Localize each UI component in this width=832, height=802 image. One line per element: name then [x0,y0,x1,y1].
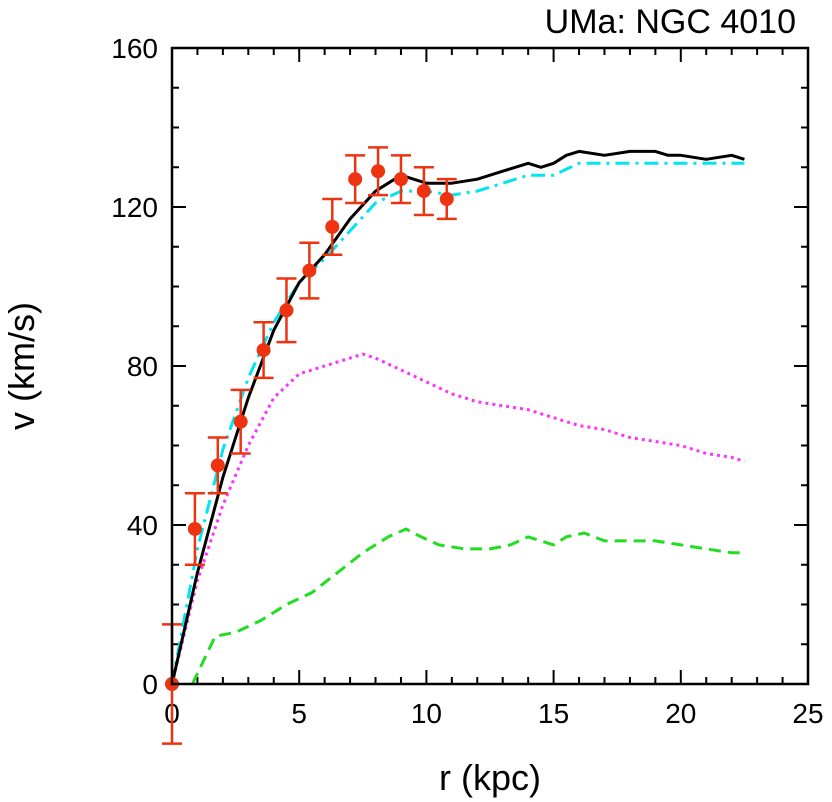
series-line-dotted [170,352,745,685]
data-point [256,343,271,358]
y-tick-label: 120 [111,192,158,223]
model-curves [170,149,745,685]
data-point [348,172,363,187]
x-tick-label: 15 [538,698,569,729]
y-tick-label: 80 [127,351,158,382]
series-line-dashdot [170,161,745,685]
data-point [393,172,408,187]
data-point [416,184,431,199]
series-line-dashed [191,527,745,685]
x-tick-label: 20 [665,698,696,729]
data-point [439,192,454,207]
data-point [233,414,248,429]
x-axis-title: r (kpc) [439,757,541,798]
data-point [210,458,225,473]
y-tick-label: 40 [127,510,158,541]
data-point [371,164,386,179]
data-point [302,263,317,278]
plot-frame [170,46,810,686]
x-tick-label: 5 [291,698,307,729]
data-point [187,521,202,536]
x-tick-label: 10 [411,698,442,729]
data-point [279,303,294,318]
y-tick-label: 0 [142,669,158,700]
y-axis-title: v (km/s) [1,302,42,430]
axis-ticks: 051015202504080120160 [111,33,823,729]
chart-title: UMa: NGC 4010 [545,3,796,41]
data-point [325,219,340,234]
x-tick-label: 25 [792,698,823,729]
y-tick-label: 160 [111,33,158,64]
series-line-solid [170,149,745,685]
observed-data [162,146,457,745]
